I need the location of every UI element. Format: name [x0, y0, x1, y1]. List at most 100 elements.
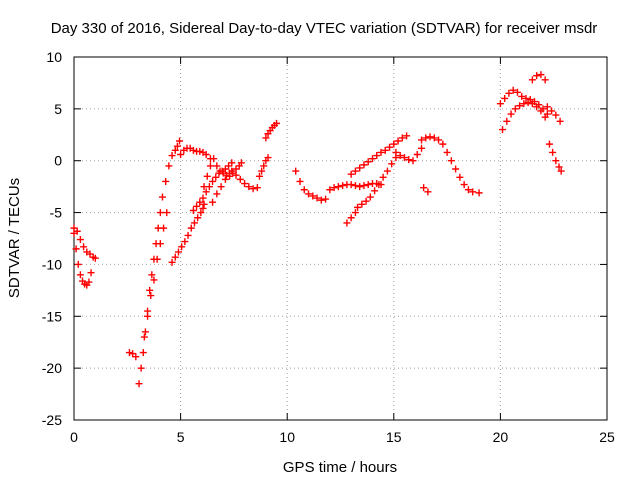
- data-point: [193, 202, 201, 210]
- data-point: [511, 105, 519, 113]
- data-point: [555, 163, 563, 171]
- data-point: [524, 99, 532, 107]
- series-11: [255, 154, 272, 180]
- data-point: [443, 148, 451, 156]
- data-point: [343, 219, 351, 227]
- data-point: [339, 182, 347, 190]
- data-point: [139, 349, 147, 357]
- series-13: [292, 167, 330, 204]
- data-point: [418, 136, 426, 144]
- data-point: [73, 227, 81, 235]
- y-tick-label: -20: [42, 360, 62, 376]
- data-point: [209, 198, 217, 206]
- data-point: [390, 140, 398, 148]
- data-point: [537, 71, 545, 79]
- data-point: [379, 173, 387, 181]
- data-point: [213, 190, 221, 198]
- data-point: [273, 119, 281, 127]
- data-point: [171, 253, 179, 261]
- x-tick-label: 15: [386, 429, 402, 445]
- data-point: [144, 312, 152, 320]
- data-point: [232, 171, 240, 179]
- data-point: [187, 224, 195, 232]
- data-point: [548, 107, 556, 115]
- y-tick-label: -25: [42, 412, 62, 428]
- data-point: [347, 170, 355, 178]
- series-17: [354, 154, 400, 211]
- y-tick-label: -15: [42, 308, 62, 324]
- data-point: [505, 89, 513, 97]
- data-point: [264, 154, 272, 162]
- series-22: [499, 99, 549, 134]
- data-point: [129, 350, 137, 358]
- data-point: [86, 250, 94, 258]
- data-point: [141, 328, 149, 336]
- data-point: [439, 140, 447, 148]
- data-point: [221, 165, 229, 173]
- data-point: [228, 167, 236, 175]
- data-point: [388, 160, 396, 168]
- data-point: [196, 198, 204, 206]
- data-point: [373, 152, 381, 160]
- data-point: [528, 76, 536, 84]
- data-point: [184, 231, 192, 239]
- data-point: [206, 162, 214, 170]
- data-point: [400, 154, 408, 162]
- y-axis-label: SDTVAR / TECUs: [6, 178, 23, 298]
- data-point: [153, 255, 161, 263]
- data-point: [552, 111, 560, 119]
- data-point: [394, 137, 402, 145]
- data-point: [381, 146, 389, 154]
- data-point: [135, 380, 143, 388]
- data-point: [549, 148, 557, 156]
- data-point: [305, 190, 313, 198]
- series-18: [392, 144, 426, 165]
- data-point: [322, 195, 330, 203]
- data-point: [148, 271, 156, 279]
- data-point: [403, 132, 411, 140]
- data-point: [91, 254, 99, 262]
- series-3: [135, 137, 184, 388]
- data-point: [418, 144, 426, 152]
- data-point: [405, 156, 413, 164]
- data-point: [255, 172, 263, 180]
- data-point: [516, 102, 524, 110]
- y-tick-label: 10: [46, 49, 62, 65]
- data-point: [545, 140, 553, 148]
- data-point: [533, 72, 541, 80]
- data-point: [501, 94, 509, 102]
- data-point: [371, 187, 379, 195]
- data-point: [368, 155, 376, 163]
- data-point: [556, 117, 564, 125]
- data-point: [347, 214, 355, 222]
- chart-title: Day 330 of 2016, Sidereal Day-to-day VTE…: [51, 20, 598, 37]
- data-point: [200, 183, 208, 191]
- series-12: [262, 119, 281, 142]
- data-point: [362, 197, 370, 205]
- data-point: [76, 236, 84, 244]
- data-points: [70, 71, 565, 388]
- data-point: [163, 209, 171, 217]
- series-19: [418, 133, 483, 197]
- data-point: [76, 271, 84, 279]
- data-point: [162, 177, 170, 185]
- data-point: [507, 110, 515, 118]
- data-point: [354, 203, 362, 211]
- data-point: [317, 196, 325, 204]
- data-point: [253, 184, 261, 192]
- data-point: [249, 185, 257, 193]
- data-point: [260, 162, 268, 170]
- data-point: [221, 175, 229, 183]
- data-point: [509, 86, 517, 94]
- data-point: [125, 349, 133, 357]
- data-point: [543, 103, 551, 111]
- series-6: [177, 144, 214, 163]
- data-point: [228, 159, 236, 167]
- series-2: [125, 349, 140, 361]
- data-point: [503, 117, 511, 125]
- data-point: [537, 107, 545, 115]
- data-point: [232, 165, 240, 173]
- data-point: [351, 167, 359, 175]
- data-point: [300, 186, 308, 194]
